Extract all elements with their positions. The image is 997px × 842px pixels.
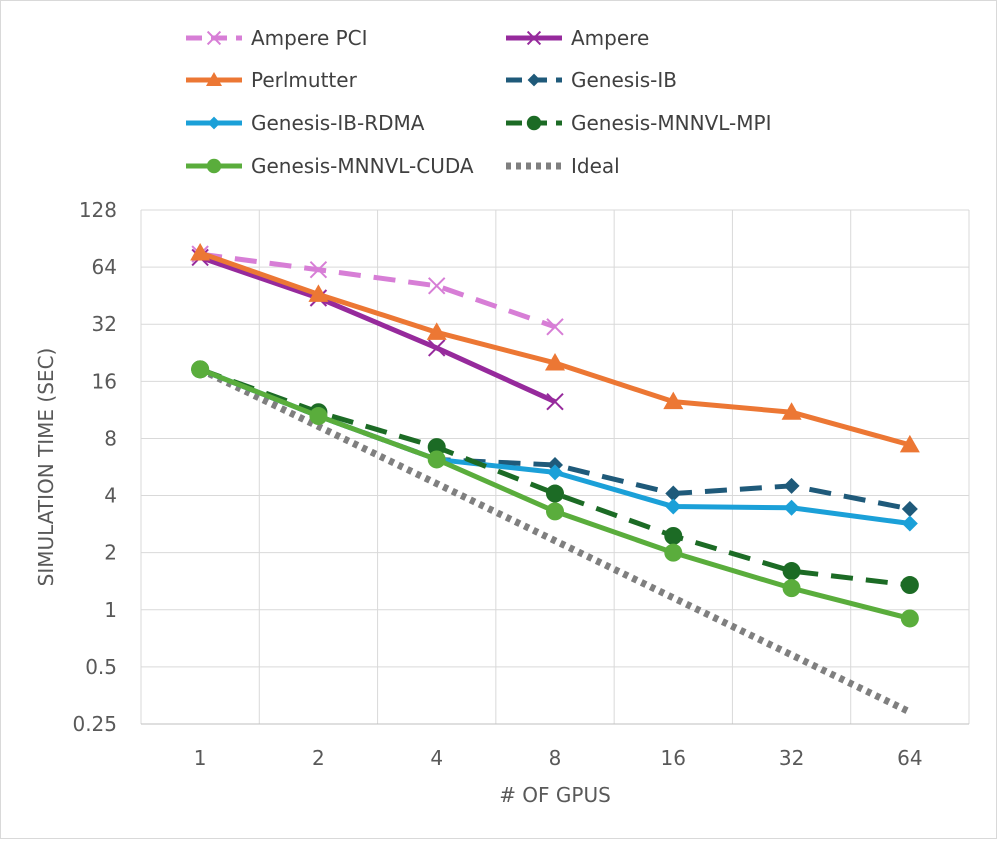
data-point [546,318,564,336]
legend-item: Genesis-IB [506,68,677,92]
data-point [782,562,801,581]
data-point [206,158,222,174]
data-point [545,352,565,371]
data-point [206,72,222,86]
legend-label: Perlmutter [251,68,358,92]
legend-item: Genesis-MNNVL-MPI [506,111,771,135]
legend: Ampere PCI Ampere Perlmutter Genesis-IB Gene… [186,26,771,178]
x-tick-label: 32 [779,746,804,770]
data-point [546,484,564,503]
series-line [199,255,557,404]
data-point [527,73,541,87]
legend-label: Genesis-IB-RDMA [251,111,425,135]
data-point [526,30,542,46]
data-point [207,116,221,130]
y-tick-label: 0.25 [72,712,117,736]
legend-item: Genesis-IB-RDMA [186,111,425,135]
y-tick-label: 32 [92,312,117,336]
legend-item: Ampere PCI [186,26,368,50]
legend-label: Genesis-IB [571,68,677,92]
data-point [190,242,211,261]
data-point [781,402,802,420]
x-axis-label: # OF GPUS [499,783,611,807]
data-point [665,485,682,502]
data-point [900,576,919,595]
data-point [900,609,919,628]
data-point [428,277,446,295]
data-point [901,500,918,517]
data-point [309,407,328,426]
data-point [206,30,222,46]
x-axis-ticks: 1 2 4 8 16 32 64 [194,746,923,770]
x-tick-label: 16 [661,746,686,770]
legend-label: Genesis-MNNVL-CUDA [251,154,474,178]
data-point [783,499,800,516]
data-point [526,115,542,131]
legend-item: Genesis-MNNVL-CUDA [186,154,474,178]
data-point [783,477,800,494]
x-tick-label: 1 [194,746,207,770]
legend-label: Genesis-MNNVL-MPI [571,111,771,135]
series-group [190,242,920,716]
legend-label: Ampere [571,26,649,50]
data-point [308,284,329,302]
data-point [427,450,446,469]
data-point [426,322,447,340]
data-point [427,438,446,457]
y-tick-label: 8 [104,426,117,450]
data-point [546,392,564,411]
x-tick-label: 2 [312,746,325,770]
data-point [665,498,682,515]
y-tick-label: 0.5 [85,655,117,679]
legend-item: Ideal [506,154,620,178]
data-point [309,261,328,279]
data-point [663,391,684,410]
series-line [198,366,912,716]
x-tick-label: 64 [897,746,922,770]
legend-label: Ideal [571,154,620,178]
y-tick-label: 128 [79,198,117,222]
data-point [428,339,446,357]
y-tick-label: 1 [104,598,117,622]
y-tick-label: 64 [92,255,117,279]
data-point [664,526,683,545]
legend-item: Perlmutter [186,68,358,92]
y-tick-label: 4 [104,484,117,508]
data-point [901,515,918,532]
y-axis-label: SIMULATION TIME (SEC) [34,348,58,587]
y-axis-ticks: 0.25 0.5 1 2 4 8 16 32 64 128 [72,198,117,736]
data-point [782,579,801,598]
series-perlmutter [190,242,920,453]
data-point [191,360,210,379]
series-genesis-mnnvl-cuda [191,360,919,628]
legend-label: Ampere PCI [251,26,368,50]
data-point [546,502,564,521]
data-point [547,464,563,481]
legend-item: Ampere [506,26,649,50]
y-tick-label: 2 [104,541,117,565]
data-point [664,543,683,562]
x-tick-label: 4 [430,746,443,770]
data-point [899,434,920,453]
y-tick-label: 16 [92,369,117,393]
series-line [199,251,556,330]
series-ideal [198,366,912,716]
series-line [199,250,911,448]
x-tick-label: 8 [549,746,562,770]
